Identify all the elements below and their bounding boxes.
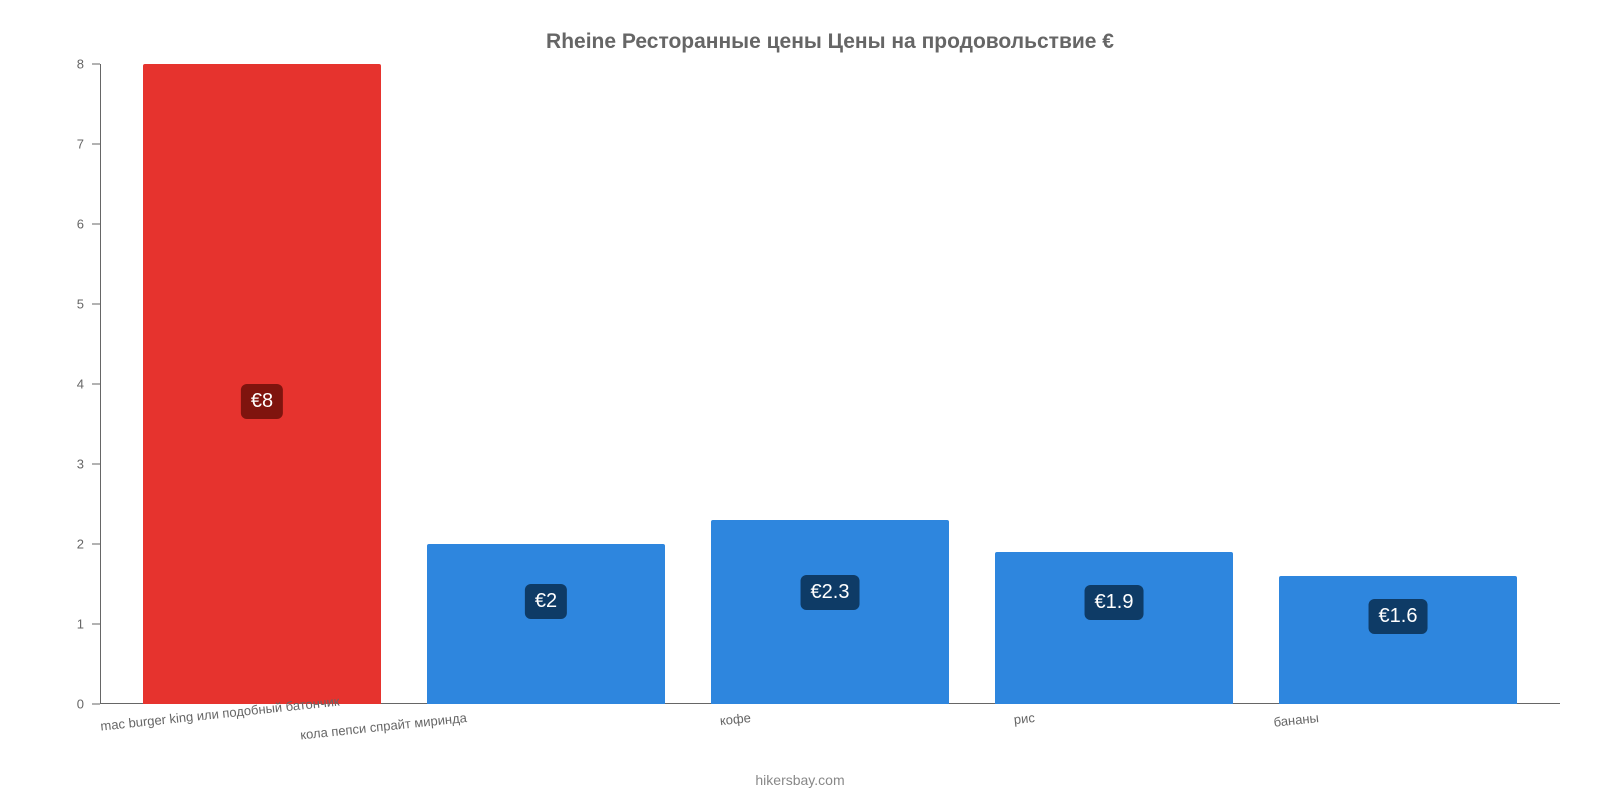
y-tick: 7: [64, 137, 100, 152]
y-tick-label: 5: [64, 297, 84, 312]
bar: €8: [143, 64, 382, 704]
y-tick-mark: [92, 304, 100, 305]
y-tick-label: 0: [64, 697, 84, 712]
x-axis-label: mac burger king или подобный батончик: [100, 710, 184, 734]
y-tick-label: 6: [64, 217, 84, 232]
y-tick-mark: [92, 624, 100, 625]
y-tick-mark: [92, 464, 100, 465]
y-tick-label: 2: [64, 537, 84, 552]
bar-value-label: €2: [525, 584, 567, 619]
y-axis: 012345678: [90, 64, 100, 704]
bar-value-label: €1.6: [1369, 599, 1428, 634]
y-tick-label: 8: [64, 57, 84, 72]
bar-slot: €2.3: [688, 64, 972, 704]
bar: €1.6: [1279, 576, 1518, 704]
chart-title: Rheine Ресторанные цены Цены на продовол…: [100, 30, 1560, 54]
y-tick-label: 1: [64, 617, 84, 632]
y-tick-mark: [92, 64, 100, 65]
y-tick-label: 4: [64, 377, 84, 392]
y-tick: 3: [64, 457, 100, 472]
bar-value-label: €1.9: [1085, 585, 1144, 620]
y-tick: 4: [64, 377, 100, 392]
y-tick: 8: [64, 57, 100, 72]
y-tick-mark: [92, 544, 100, 545]
y-tick-mark: [92, 224, 100, 225]
bar-value-label: €2.3: [801, 575, 860, 610]
bar: €2: [427, 544, 666, 704]
y-tick-mark: [92, 384, 100, 385]
y-tick-mark: [92, 144, 100, 145]
y-tick: 0: [64, 697, 100, 712]
bar-value-label: €8: [241, 384, 283, 419]
y-tick: 6: [64, 217, 100, 232]
attribution: hikersbay.com: [755, 772, 844, 788]
y-tick: 5: [64, 297, 100, 312]
y-tick: 1: [64, 617, 100, 632]
y-tick-mark: [92, 704, 100, 705]
y-tick-label: 3: [64, 457, 84, 472]
bar: €2.3: [711, 520, 950, 704]
chart-container: Rheine Ресторанные цены Цены на продовол…: [0, 0, 1600, 800]
bar-slot: €1.6: [1256, 64, 1540, 704]
y-tick: 2: [64, 537, 100, 552]
bar-slot: €1.9: [972, 64, 1256, 704]
y-tick-label: 7: [64, 137, 84, 152]
bar: €1.9: [995, 552, 1234, 704]
bar-slot: €2: [404, 64, 688, 704]
plot-area: 012345678 €8€2€2.3€1.9€1.6 mac burger ki…: [100, 64, 1560, 704]
bars-area: €8 €2 €2.3 €1.9 €1.6: [100, 64, 1560, 704]
bar-slot: €8: [120, 64, 404, 704]
